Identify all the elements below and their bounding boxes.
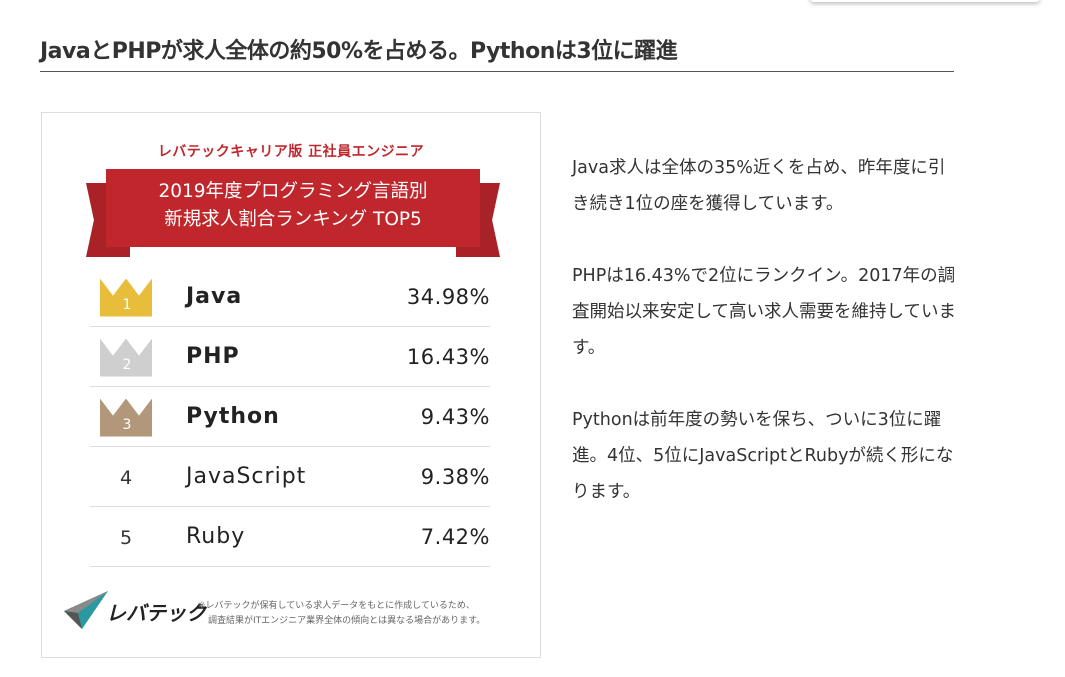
ranking-row: 3 Python 9.43% [90,387,490,447]
language-name: Ruby [186,524,246,549]
rank-badge: 2 [90,337,154,377]
ranking-infographic: レバテックキャリア版 正社員エンジニア 2019年度プログラミング言語別 新規求… [41,112,541,658]
ribbon-banner: 2019年度プログラミング言語別 新規求人割合ランキング TOP5 [106,169,480,247]
logo-mark-icon [64,591,108,629]
logo-text: レバテック [106,600,206,625]
share-percent: 9.38% [420,464,490,489]
levtech-logo: レバテック [64,591,206,631]
language-name: JavaScript [186,464,307,489]
language-name: Python [186,404,280,429]
rank-badge: 3 [90,397,154,437]
banner-line-2: 新規求人割合ランキング TOP5 [164,209,422,230]
language-name: Java [186,284,243,309]
language-name: PHP [186,344,240,369]
share-percent: 9.43% [420,404,490,429]
rank-badge: 1 [90,277,154,317]
rank-number: 1 [122,296,132,313]
ranking-row: 1 Java 34.98% [90,267,490,327]
ranking-row: 5 Ruby 7.42% [90,507,490,567]
rank-number: 5 [119,526,133,549]
ranking-row: 2 PHP 16.43% [90,327,490,387]
rank-badge: 4 [90,457,154,497]
rank-badge: 5 [90,517,154,557]
share-percent: 16.43% [406,344,490,369]
disclaimer-note: ※レバテックが保有している求人データをもとに作成しているため、 調査結果がITエ… [198,599,485,629]
ranking-row: 4 JavaScript 9.38% [90,447,490,507]
share-percent: 34.98% [406,284,490,309]
share-percent: 7.42% [420,524,490,549]
popup-edge [810,0,1040,2]
paragraph-php: PHPは16.43%で2位にランクイン。2017年の調査開始以来安定して高い求人… [572,266,956,358]
rank-number: 4 [119,466,133,489]
infographic-subtitle: レバテックキャリア版 正社員エンジニア [157,144,425,160]
rank-number: 3 [122,416,132,433]
section-heading: JavaとPHPが求人全体の約50%を占める。Pythonは3位に躍進 [40,39,678,64]
heading-underline [40,71,954,72]
rank-number: 2 [122,356,132,373]
article-body: Java求人は全体の35%近くを占め、昨年度に引き続き1位の座を獲得しています。… [572,150,962,546]
paragraph-java: Java求人は全体の35%近くを占め、昨年度に引き続き1位の座を獲得しています。 [572,158,946,214]
paragraph-python: Pythonは前年度の勢いを保ち、ついに3位に躍進。4位、5位にJavaScri… [572,410,954,502]
note-line-2: 調査結果がITエンジニア業界全体の傾向とは異なる場合があります。 [208,616,486,626]
note-line-1: ※レバテックが保有している求人データをもとに作成しているため、 [198,601,475,611]
banner-line-1: 2019年度プログラミング言語別 [158,181,428,202]
